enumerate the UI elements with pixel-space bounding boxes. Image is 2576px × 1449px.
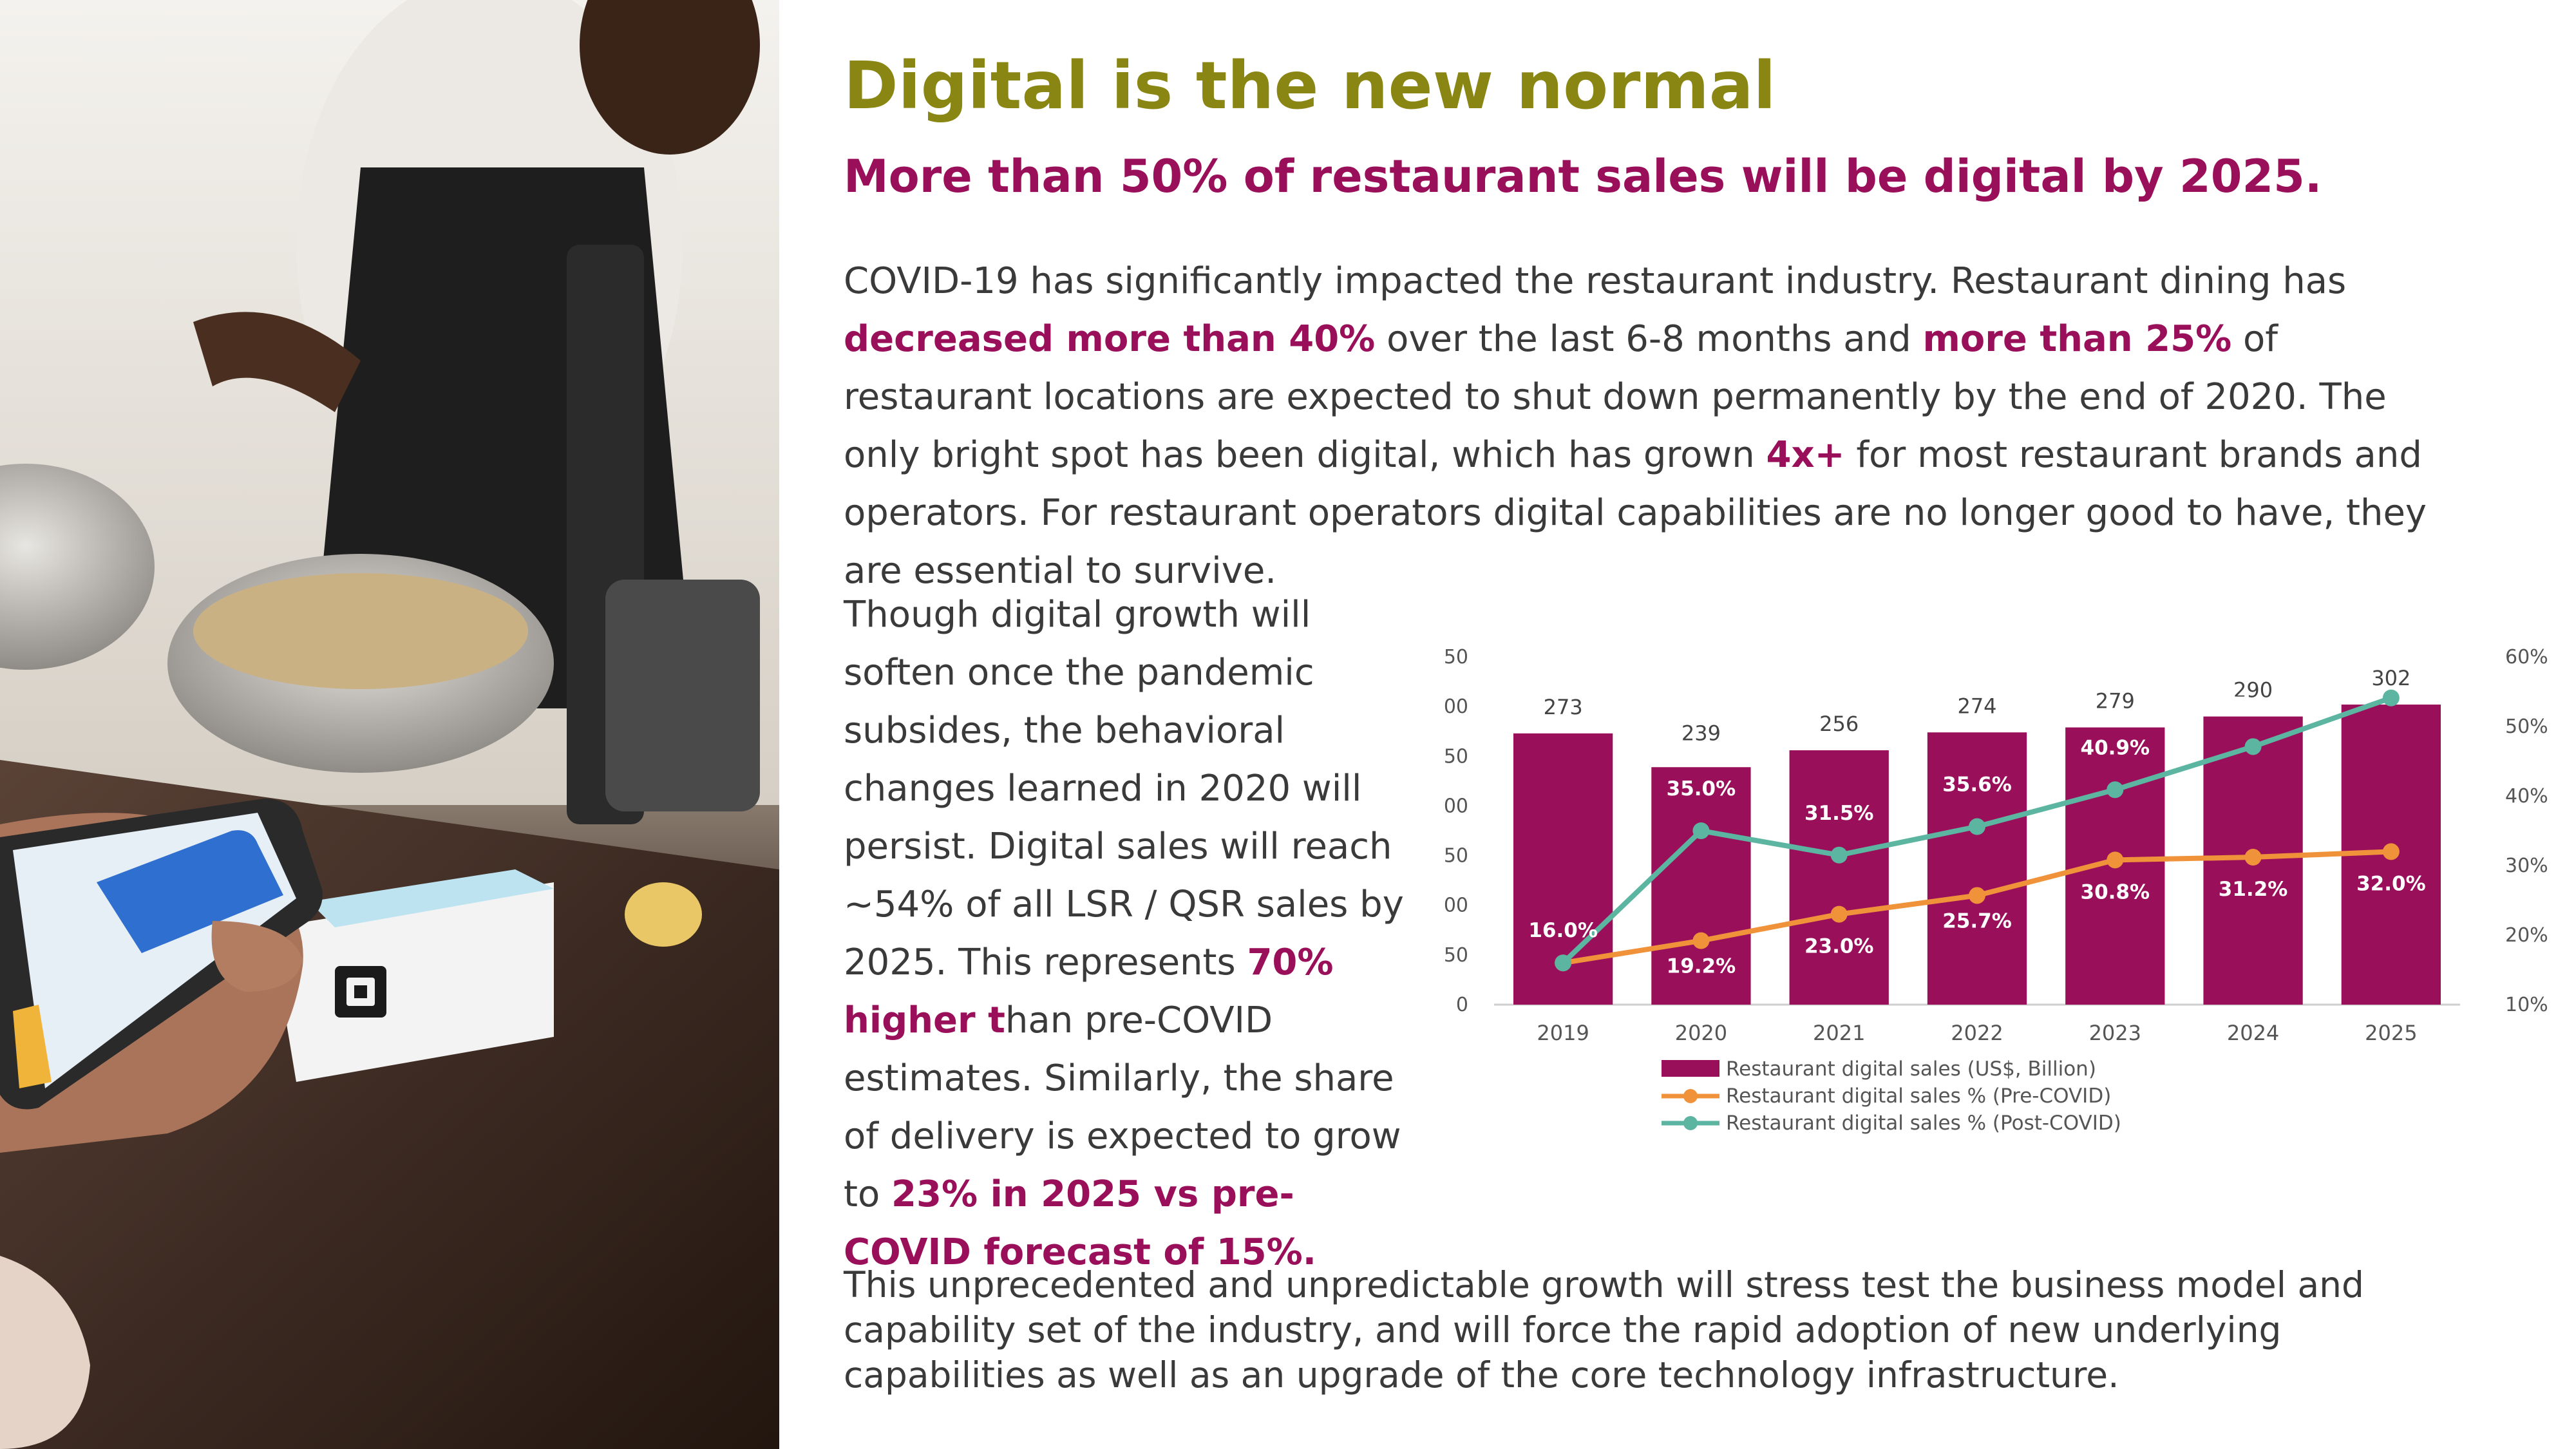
y-right-tick-label: 10% — [2505, 994, 2548, 1016]
bar — [1651, 767, 1751, 1005]
bar — [1789, 750, 1889, 1005]
page-subtitle: More than 50% of restaurant sales will b… — [844, 150, 2322, 203]
photo-illustration — [0, 0, 779, 1449]
bar-series — [1513, 705, 2441, 1005]
growth-text-2: han pre-COVID estimates. Similarly, the … — [844, 999, 1401, 1215]
x-tick-label: 2024 — [2227, 1021, 2279, 1045]
bar-value-label: 256 — [1819, 712, 1859, 736]
bar — [1927, 732, 2027, 1005]
pre-covid-point — [1830, 905, 1848, 923]
y-left-tick-label: 0 — [1456, 994, 1468, 1016]
y-left-tick-label: 250 — [1443, 745, 1468, 768]
y-right-tick-label: 20% — [2505, 924, 2548, 947]
legend-marker-pre-covid — [1683, 1089, 1698, 1103]
intro-highlight-2: more than 25% — [1922, 318, 2232, 360]
growth-text-1: Though digital growth will soften once t… — [844, 594, 1404, 983]
pre-covid-point — [2107, 851, 2124, 869]
chart-legend: Restaurant digital sales (US$, Billion) R… — [1662, 1057, 2121, 1135]
post-covid-value-label: 31.5% — [1804, 802, 1874, 825]
post-covid-point — [1555, 954, 1572, 972]
legend-label-pre-covid: Restaurant digital sales % (Pre-COVID) — [1726, 1084, 2111, 1108]
legend-marker-post-covid — [1683, 1116, 1698, 1130]
pre-covid-value-label: 30.8% — [2081, 880, 2150, 904]
x-tick-label: 2023 — [2089, 1021, 2141, 1045]
intro-paragraph: COVID-19 has significantly impacted the … — [844, 252, 2467, 600]
post-covid-point — [2244, 738, 2262, 755]
intro-highlight-3: 4x+ — [1766, 434, 1845, 476]
pre-covid-value-label: 25.7% — [1942, 909, 2012, 933]
y-right-tick-label: 50% — [2505, 715, 2548, 738]
x-tick-label: 2021 — [1813, 1021, 1865, 1045]
bar-value-label: 273 — [1544, 695, 1583, 719]
line-series — [1555, 689, 2400, 972]
x-tick-label: 2020 — [1675, 1021, 1727, 1045]
intro-highlight-1: decreased more than 40% — [844, 318, 1376, 360]
growth-highlight-1: 70% higher t — [844, 942, 1334, 1041]
bar-value-label: 290 — [2233, 678, 2273, 703]
intro-text-4: for most restaurant brands and operators… — [844, 434, 2427, 592]
pre-covid-point — [2382, 843, 2400, 860]
pre-covid-value-label: 23.0% — [1804, 935, 1874, 958]
bar-value-label: 274 — [1957, 694, 1996, 718]
closing-paragraph: This unprecedented and unpredictable gro… — [844, 1264, 2364, 1396]
post-covid-point — [2382, 689, 2400, 706]
intro-text-2: over the last 6-8 months and — [1375, 318, 1923, 360]
pre-covid-value-label: 31.2% — [2219, 878, 2288, 901]
pre-covid-point — [2244, 849, 2262, 866]
post-covid-value-label: 35.6% — [1942, 773, 2012, 797]
post-covid-value-label: 40.9% — [2081, 736, 2150, 759]
x-tick-label: 2022 — [1951, 1021, 2003, 1045]
y-right-tick-label: 30% — [2505, 855, 2548, 877]
y-left-tick-label: 50 — [1444, 944, 1468, 967]
x-tick-label: 2019 — [1537, 1021, 1589, 1045]
post-covid-point — [1830, 846, 1848, 864]
pre-covid-value-label: 19.2% — [1667, 955, 1736, 978]
post-covid-point — [1969, 818, 1985, 835]
y-left-tick-label: 300 — [1443, 696, 1468, 718]
legend-swatch-bar — [1662, 1060, 1719, 1077]
y-left-tick-label: 200 — [1443, 795, 1468, 817]
post-covid-value-label: 35.0% — [1667, 777, 1736, 800]
x-tick-label: 2025 — [2365, 1021, 2417, 1045]
pre-covid-point — [1692, 932, 1710, 949]
post-covid-point — [2107, 781, 2124, 799]
intro-text-3: of restaurant locations are expected to … — [844, 318, 2387, 476]
digital-sales-chart: 0 50 100 150 200 250 300 350 10% 20% 30% 40% 50% 60% 2… — [1443, 646, 2548, 1135]
legend-label-bar: Restaurant digital sales (US$, Billion) — [1726, 1057, 2096, 1081]
y-left-tick-label: 350 — [1443, 646, 1468, 668]
post-covid-value-label: 47.1% — [2219, 693, 2288, 716]
y-right-tick-label: 40% — [2505, 785, 2548, 808]
pre-covid-value-label: 32.0% — [2356, 872, 2426, 895]
post-covid-value-label: 16.0% — [1528, 919, 1598, 942]
y-right-tick-label: 60% — [2505, 646, 2548, 668]
y-left-tick-label: 150 — [1443, 845, 1468, 867]
bar-value-label: 279 — [2096, 689, 2135, 714]
legend-label-post-covid: Restaurant digital sales % (Post-COVID) — [1726, 1112, 2121, 1135]
post-covid-value-label: 54.1% — [2356, 651, 2426, 674]
growth-highlight-2: 23% in 2025 vs pre-COVID forecast of 15%… — [844, 1173, 1317, 1273]
page-title: Digital is the new normal — [844, 48, 1776, 124]
y-left-tick-label: 100 — [1443, 895, 1468, 917]
intro-text-1: COVID-19 has significantly impacted the … — [844, 260, 2347, 302]
growth-paragraph: Though digital growth will soften once t… — [844, 586, 1410, 1282]
pre-covid-point — [1969, 887, 1985, 904]
bar-value-label: 239 — [1681, 721, 1721, 745]
data-labels: 273 239 256 274 279 290 302 19.2% 23.0% 25.7% 30.8… — [1528, 651, 2425, 978]
bar-value-label: 302 — [2371, 666, 2410, 690]
cafe-payment-photo — [0, 0, 779, 1449]
post-covid-point — [1692, 822, 1710, 839]
